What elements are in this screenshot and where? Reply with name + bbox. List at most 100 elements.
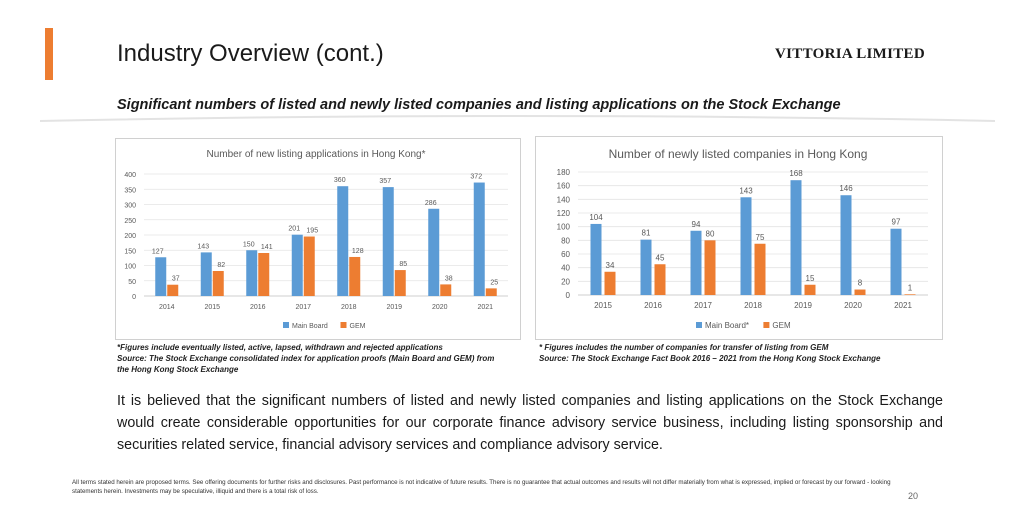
- y-tick-label: 120: [557, 209, 571, 218]
- x-tick-label: 2018: [341, 304, 357, 311]
- data-label: 195: [306, 228, 318, 235]
- y-tick-label: 0: [132, 294, 136, 301]
- x-tick-label: 2019: [386, 304, 402, 311]
- y-tick-label: 40: [561, 264, 570, 273]
- bar-main-board: [790, 180, 802, 295]
- data-label: 80: [706, 229, 715, 238]
- data-label: 1: [908, 283, 913, 292]
- y-tick-label: 80: [561, 236, 570, 245]
- bar-gem: [440, 284, 452, 296]
- bar-main-board: [291, 234, 303, 296]
- bar-gem: [604, 271, 616, 295]
- x-tick-label: 2018: [744, 301, 762, 310]
- left-note-line: Source: The Stock Exchange consolidated …: [117, 354, 495, 363]
- data-label: 81: [642, 229, 651, 238]
- chart-title: Number of new listing applications in Ho…: [206, 149, 425, 160]
- bar-gem: [394, 270, 406, 296]
- data-label: 97: [892, 218, 901, 227]
- body-paragraph: It is believed that the significant numb…: [117, 393, 943, 453]
- y-tick-label: 150: [124, 248, 136, 255]
- bar-gem: [167, 284, 179, 296]
- bar-main-board: [382, 187, 394, 296]
- legend-swatch: [283, 322, 289, 328]
- x-tick-label: 2017: [694, 301, 712, 310]
- data-label: 143: [739, 186, 753, 195]
- accent-bar: [45, 28, 53, 80]
- data-label: 8: [858, 279, 863, 288]
- x-tick-label: 2021: [894, 301, 912, 310]
- y-tick-label: 60: [561, 250, 570, 259]
- right-note-line: Source: The Stock Exchange Fact Book 201…: [539, 354, 881, 363]
- divider: [40, 115, 995, 122]
- bar-main-board: [740, 197, 752, 295]
- data-label: 34: [606, 261, 615, 270]
- legend-label: Main Board*: [705, 321, 749, 330]
- data-label: 82: [217, 262, 225, 269]
- data-label: 150: [243, 241, 255, 248]
- page-title: Industry Overview (cont.): [117, 40, 384, 67]
- y-tick-label: 140: [557, 195, 571, 204]
- bar-gem: [212, 270, 224, 296]
- x-tick-label: 2019: [794, 301, 812, 310]
- data-label: 38: [445, 275, 453, 282]
- y-tick-label: 400: [124, 172, 136, 179]
- y-tick-label: 20: [561, 277, 570, 286]
- data-label: 286: [425, 200, 437, 207]
- data-label: 45: [656, 253, 665, 262]
- bar-main-board: [590, 223, 602, 295]
- y-tick-label: 100: [557, 223, 571, 232]
- data-label: 85: [399, 261, 407, 268]
- x-tick-label: 2020: [432, 304, 448, 311]
- data-label: 25: [490, 279, 498, 286]
- left-note-line: *Figures include eventually listed, acti…: [117, 343, 443, 352]
- data-label: 201: [288, 226, 300, 233]
- bar-gem: [654, 264, 666, 295]
- right-note-line: * Figures includes the number of compani…: [539, 343, 829, 352]
- bar-main-board: [473, 182, 485, 296]
- legend-swatch: [340, 322, 347, 328]
- disclaimer: All terms stated herein are proposed ter…: [72, 479, 891, 495]
- y-tick-label: 0: [566, 291, 571, 300]
- x-tick-label: 2016: [250, 304, 266, 311]
- bar-gem: [704, 240, 716, 295]
- data-label: 141: [261, 244, 273, 251]
- data-label: 146: [839, 184, 853, 193]
- data-label: 104: [589, 213, 603, 222]
- y-tick-label: 160: [557, 182, 571, 191]
- y-tick-label: 180: [557, 168, 571, 177]
- data-label: 75: [756, 233, 765, 242]
- data-label: 94: [692, 220, 701, 229]
- data-label: 128: [352, 248, 364, 255]
- y-tick-label: 200: [124, 233, 136, 240]
- x-tick-label: 2015: [594, 301, 612, 310]
- bar-gem: [854, 289, 866, 295]
- bar-gem: [904, 294, 916, 295]
- page-number: 20: [908, 491, 919, 501]
- data-label: 360: [334, 177, 346, 184]
- section-subtitle: Significant numbers of listed and newly …: [117, 97, 841, 113]
- x-tick-label: 2017: [295, 304, 311, 311]
- bar-gem: [303, 236, 315, 296]
- legend-label: GEM: [772, 321, 791, 330]
- legend-label: GEM: [350, 323, 366, 330]
- left-note-line: the Hong Kong Stock Exchange: [117, 365, 239, 374]
- data-label: 372: [470, 174, 482, 181]
- y-tick-label: 250: [124, 218, 136, 225]
- bar-main-board: [890, 228, 902, 295]
- legend-swatch: [696, 322, 702, 328]
- chart-title: Number of newly listed companies in Hong…: [609, 147, 868, 161]
- y-tick-label: 100: [124, 264, 136, 271]
- data-label: 357: [379, 178, 391, 185]
- bar-gem: [485, 288, 497, 296]
- bar-main-board: [428, 208, 440, 296]
- data-label: 143: [197, 243, 209, 250]
- data-label: 168: [789, 169, 803, 178]
- left-chart-notes: *Figures include eventually listed, acti…: [117, 342, 517, 375]
- chart-listing-applications-svg: Number of new listing applications in Ho…: [124, 149, 508, 330]
- data-label: 15: [806, 274, 815, 283]
- data-label: 37: [172, 276, 180, 283]
- x-tick-label: 2015: [204, 304, 220, 311]
- bar-gem: [804, 284, 816, 295]
- x-tick-label: 2020: [844, 301, 862, 310]
- x-tick-label: 2016: [644, 301, 662, 310]
